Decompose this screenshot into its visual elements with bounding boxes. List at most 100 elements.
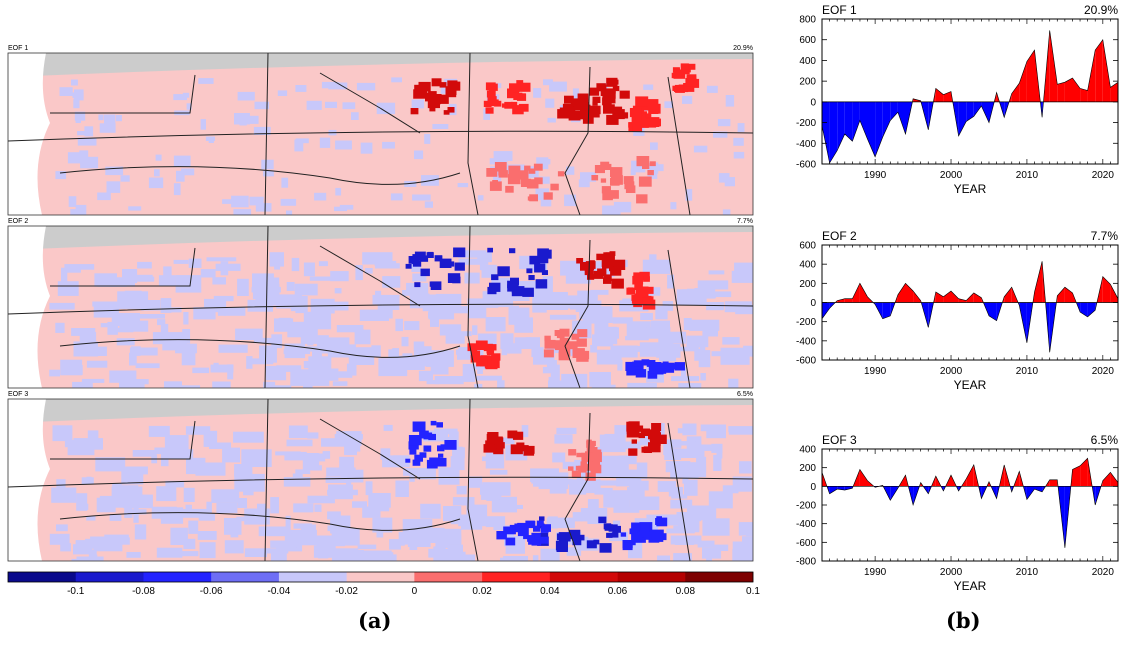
map-speckle [306, 100, 322, 110]
map-speckle [376, 102, 396, 115]
map-anomaly-cell [507, 88, 520, 99]
map-speckle [183, 487, 195, 502]
map-speckle [246, 115, 259, 124]
map-speckle [334, 301, 349, 311]
map-anomaly-cell [589, 452, 602, 463]
map-speckle [627, 473, 638, 483]
colorbar-swatch [143, 572, 212, 582]
map-anomaly-cell [486, 347, 495, 354]
positive-area [1057, 82, 1065, 102]
map-speckle [686, 505, 717, 521]
map-speckle [99, 123, 116, 133]
map-anomaly-cell [606, 77, 618, 87]
map-anomaly-cell [611, 532, 619, 538]
map-anomaly-cell [557, 109, 569, 119]
map-speckle [314, 504, 322, 512]
map-speckle [547, 117, 556, 123]
positive-area [935, 88, 944, 102]
map-anomaly-cell [408, 435, 422, 446]
map-speckle [629, 496, 660, 511]
map-speckle [671, 494, 688, 499]
map-anomaly-cell [486, 168, 498, 177]
map-speckle [230, 528, 239, 538]
map-speckle [494, 94, 500, 100]
colorbar: -0.1 -0.08 -0.06 -0.04 -0.02 0 0.02 0.04 0.06 0.0… [7, 571, 760, 597]
colorbar-tick-label: -0.1 [67, 586, 85, 597]
map-speckle [132, 450, 157, 457]
map-speckle [288, 425, 308, 439]
map-speckle [338, 371, 353, 378]
map-speckle [88, 549, 97, 558]
map-speckle [355, 265, 363, 281]
map-speckle [120, 175, 130, 182]
map-anomaly-cell [432, 97, 441, 105]
positive-area [1034, 261, 1043, 303]
y-tick-label: 400 [799, 445, 816, 456]
map-speckle [323, 337, 350, 347]
map-speckle [639, 342, 671, 357]
map-speckle [55, 322, 65, 333]
map-anomaly-cell [577, 534, 585, 541]
x-tick-label: 2010 [1016, 567, 1039, 578]
map-anomaly-cell [470, 350, 481, 358]
map-speckle [457, 183, 469, 188]
map-speckle [580, 172, 596, 182]
map-speckle [725, 95, 735, 107]
map-anomaly-cell [633, 360, 642, 367]
map-speckle [389, 539, 401, 550]
map-speckle [148, 425, 170, 437]
map-speckle [742, 544, 753, 558]
map-speckle [640, 313, 653, 320]
map-speckle [86, 516, 96, 521]
map-speckle [71, 328, 96, 336]
x-tick-label: 2000 [940, 567, 963, 578]
map-speckle [84, 126, 94, 137]
map-speckle [435, 545, 446, 558]
map-speckle [647, 164, 664, 172]
map-speckle [482, 291, 514, 308]
map-speckle [426, 350, 454, 367]
map-anomaly-cell [510, 444, 523, 455]
map-speckle [256, 450, 263, 460]
map-anomaly-cell [649, 434, 658, 442]
map-speckle [411, 99, 425, 109]
map-anomaly-cell [509, 83, 520, 92]
map-speckle [96, 497, 116, 513]
map-speckle [702, 547, 722, 559]
map-speckle [737, 123, 745, 132]
map-anomaly-cell [408, 256, 419, 264]
map-speckle [331, 528, 360, 546]
map-speckle [164, 435, 189, 451]
map-anomaly-cell [600, 88, 610, 96]
map-speckle [662, 301, 674, 311]
map-speckle [263, 381, 276, 388]
map-anomaly-cell [409, 449, 417, 455]
map-anomaly-cell [408, 441, 419, 450]
map-speckle [679, 448, 705, 458]
map-speckle [109, 370, 137, 383]
map-speckle [176, 170, 185, 182]
map-speckle [182, 92, 190, 98]
map-speckle [124, 505, 133, 518]
map-speckle [314, 368, 339, 381]
map-speckle [698, 350, 711, 368]
map-speckle [181, 168, 195, 176]
map-border-line [50, 74, 196, 114]
eof-spatial-maps: EOF 1 20.9%EOF 2 7.7%EOF 3 6.5%-0.1 -0.08 -0.… [7, 45, 760, 597]
map-speckle [307, 495, 335, 504]
map-speckle [525, 337, 540, 349]
map-anomaly-cell [528, 168, 536, 174]
map-speckle [222, 199, 235, 204]
map-anomaly-cell [538, 255, 549, 264]
map-speckle [335, 140, 352, 150]
map-speckle [677, 346, 699, 352]
map-speckle [670, 202, 677, 210]
positive-area [935, 292, 944, 303]
map-speckle [73, 438, 103, 450]
eof-timeseries-2: -600 -400 -200 0 200 400 600 1990 2000 2010 2020 YE… [796, 229, 1119, 392]
map-speckle [55, 171, 67, 180]
map-anomaly-cell [684, 70, 690, 75]
map-anomaly-cell [505, 537, 516, 546]
map-anomaly-cell [649, 429, 661, 439]
negative-area [882, 101, 891, 138]
